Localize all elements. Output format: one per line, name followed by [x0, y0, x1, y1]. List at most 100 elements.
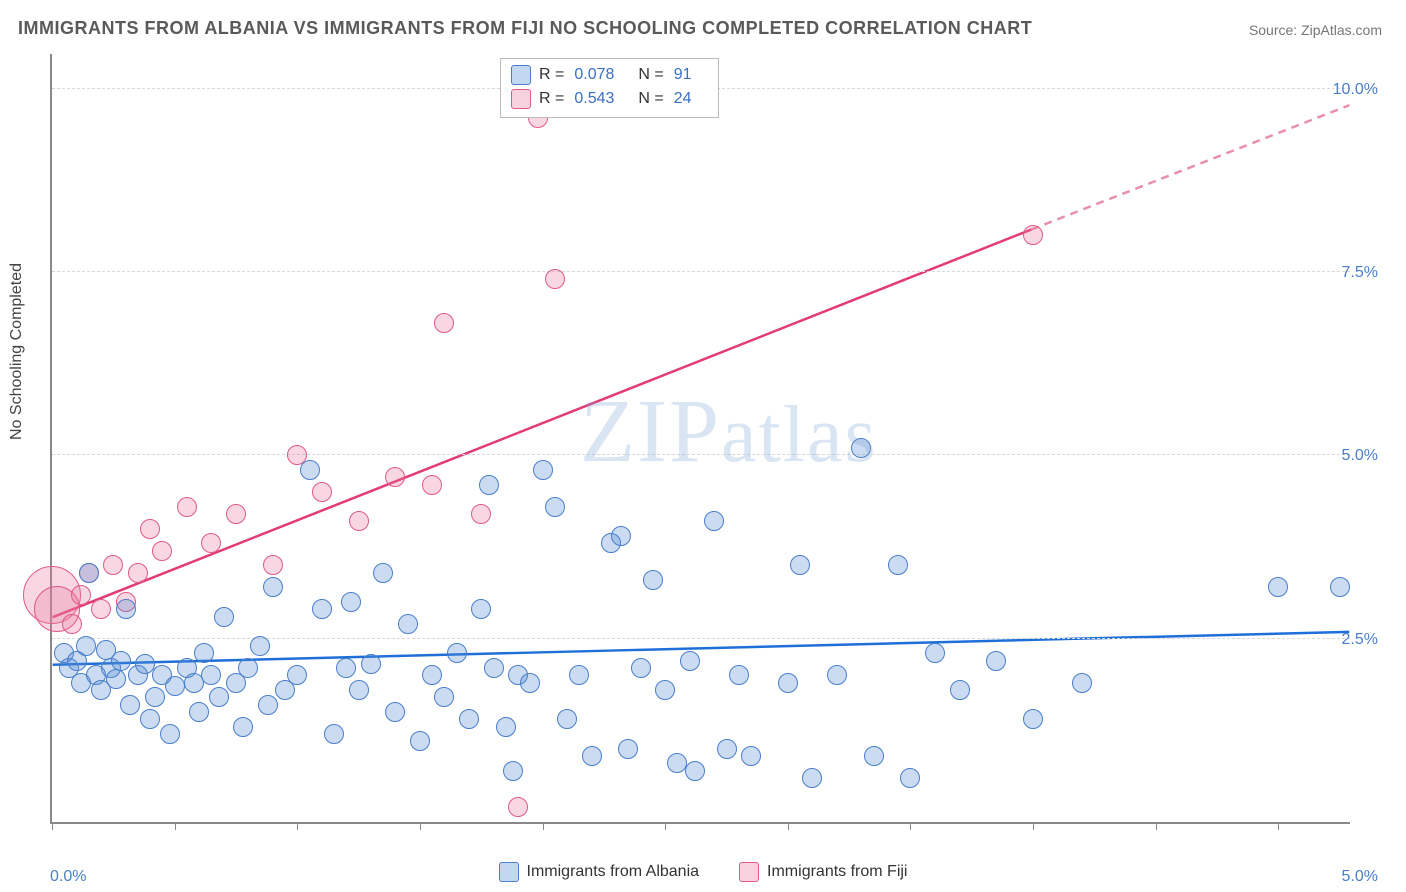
data-point: [233, 717, 253, 737]
data-point: [471, 504, 491, 524]
data-point: [741, 746, 761, 766]
data-point: [152, 541, 172, 561]
data-point: [729, 665, 749, 685]
data-point: [160, 724, 180, 744]
data-point: [140, 519, 160, 539]
y-axis-label: No Schooling Completed: [8, 263, 26, 440]
x-tick: [1033, 822, 1034, 830]
data-point: [569, 665, 589, 685]
data-point: [128, 563, 148, 583]
data-point: [140, 709, 160, 729]
correlation-legend: R =0.078N =91R =0.543N =24: [500, 58, 719, 118]
series-legend-label: Immigrants from Albania: [527, 863, 700, 881]
legend-row: R =0.543N =24: [511, 87, 708, 111]
data-point: [250, 636, 270, 656]
y-tick-label: 7.5%: [1342, 264, 1378, 282]
data-point: [851, 438, 871, 458]
data-point: [91, 599, 111, 619]
data-point: [263, 577, 283, 597]
data-point: [76, 636, 96, 656]
data-point: [434, 313, 454, 333]
data-point: [422, 665, 442, 685]
data-point: [520, 673, 540, 693]
series-legend-item: Immigrants from Fiji: [739, 862, 907, 882]
data-point: [312, 482, 332, 502]
source-attribution: Source: ZipAtlas.com: [1249, 22, 1382, 38]
data-point: [986, 651, 1006, 671]
data-point: [631, 658, 651, 678]
x-tick: [1278, 822, 1279, 830]
data-point: [471, 599, 491, 619]
data-point: [398, 614, 418, 634]
data-point: [349, 680, 369, 700]
data-point: [201, 665, 221, 685]
data-point: [385, 702, 405, 722]
source-link[interactable]: ZipAtlas.com: [1301, 22, 1382, 38]
data-point: [533, 460, 553, 480]
data-point: [888, 555, 908, 575]
data-point: [1023, 225, 1043, 245]
data-point: [925, 643, 945, 663]
data-point: [484, 658, 504, 678]
data-point: [582, 746, 602, 766]
x-axis-max-label: 5.0%: [1342, 868, 1378, 886]
y-tick-label: 5.0%: [1342, 447, 1378, 465]
chart-plot-area: [50, 54, 1350, 824]
data-point: [341, 592, 361, 612]
data-point: [361, 654, 381, 674]
data-point: [410, 731, 430, 751]
data-point: [685, 761, 705, 781]
legend-row: R =0.078N =91: [511, 63, 708, 87]
data-point: [864, 746, 884, 766]
data-point: [827, 665, 847, 685]
data-point: [116, 599, 136, 619]
data-point: [385, 467, 405, 487]
data-point: [209, 687, 229, 707]
data-point: [900, 768, 920, 788]
x-tick: [420, 822, 421, 830]
x-tick: [1156, 822, 1157, 830]
x-tick: [175, 822, 176, 830]
data-point: [643, 570, 663, 590]
data-point: [111, 651, 131, 671]
data-point: [447, 643, 467, 663]
data-point: [1072, 673, 1092, 693]
series-legend-item: Immigrants from Albania: [499, 862, 700, 882]
data-point: [802, 768, 822, 788]
data-point: [950, 680, 970, 700]
series-legend-label: Immigrants from Fiji: [767, 863, 907, 881]
data-point: [201, 533, 221, 553]
data-point: [62, 614, 82, 634]
y-tick-label: 2.5%: [1342, 631, 1378, 649]
data-point: [459, 709, 479, 729]
data-point: [704, 511, 724, 531]
legend-n-label: N =: [638, 90, 663, 108]
y-tick-label: 10.0%: [1333, 81, 1378, 99]
gridline: [52, 271, 1350, 272]
data-point: [106, 669, 126, 689]
data-point: [611, 526, 631, 546]
x-tick: [788, 822, 789, 830]
legend-n-label: N =: [638, 66, 663, 84]
data-point: [324, 724, 344, 744]
data-point: [778, 673, 798, 693]
data-point: [145, 687, 165, 707]
x-axis-min-label: 0.0%: [50, 868, 86, 886]
data-point: [238, 658, 258, 678]
data-point: [165, 676, 185, 696]
data-point: [373, 563, 393, 583]
data-point: [226, 504, 246, 524]
data-point: [103, 555, 123, 575]
gridline: [52, 638, 1350, 639]
data-point: [479, 475, 499, 495]
data-point: [287, 665, 307, 685]
data-point: [503, 761, 523, 781]
data-point: [618, 739, 638, 759]
series-legend: Immigrants from Albania Immigrants from F…: [0, 862, 1406, 882]
data-point: [790, 555, 810, 575]
legend-swatch-icon: [739, 862, 759, 882]
data-point: [120, 695, 140, 715]
source-prefix: Source:: [1249, 22, 1301, 38]
legend-r-label: R =: [539, 90, 564, 108]
x-tick: [665, 822, 666, 830]
